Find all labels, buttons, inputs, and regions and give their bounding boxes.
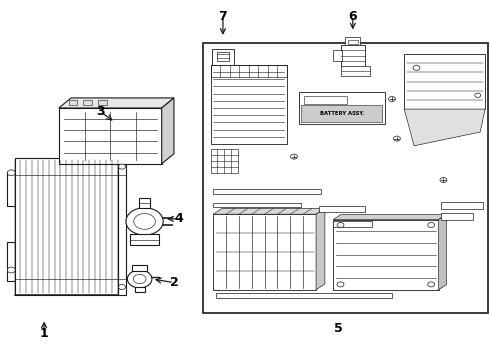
Polygon shape [333,215,446,220]
Text: 4: 4 [174,212,183,225]
Text: 3: 3 [96,105,105,118]
Bar [345,37,360,45]
Circle shape [126,208,163,235]
Bar [213,189,321,194]
Bar [301,104,382,122]
Circle shape [7,170,15,176]
Bar [240,215,309,220]
Bar [7,243,15,281]
Bar [341,45,365,67]
Bar [404,54,485,109]
Text: 7: 7 [219,10,227,23]
Bar [341,66,370,76]
Circle shape [393,136,400,141]
Bar [318,206,365,212]
Bar [7,172,15,206]
Bar [299,92,385,124]
Polygon shape [213,208,325,214]
Circle shape [413,65,420,70]
Text: 6: 6 [348,10,357,23]
Bar [132,265,147,271]
Bar [69,100,77,105]
Bar [15,158,118,295]
Bar [217,52,229,61]
Bar [213,214,316,290]
Circle shape [337,282,344,287]
Text: 1: 1 [40,327,49,340]
Bar [213,203,301,207]
Circle shape [440,177,447,183]
Text: BATTERY ASSY.: BATTERY ASSY. [319,111,364,116]
Circle shape [428,282,435,287]
Circle shape [291,154,297,159]
Circle shape [475,93,481,98]
Polygon shape [59,98,174,108]
Bar [83,100,92,105]
Bar [441,202,483,209]
Bar [216,293,392,298]
Bar [130,234,159,245]
Bar [333,50,342,61]
Circle shape [389,96,395,102]
Bar [203,43,488,313]
Bar [139,198,150,208]
Bar [212,49,234,65]
Bar [333,220,439,290]
Circle shape [337,222,344,228]
Bar [211,65,287,144]
Text: 2: 2 [170,276,178,289]
Bar [135,287,145,292]
Polygon shape [316,208,325,290]
Circle shape [119,164,125,169]
Polygon shape [404,109,485,146]
Circle shape [127,270,152,288]
Bar [211,149,238,173]
Bar [304,96,346,104]
Bar [333,221,372,227]
Bar [98,100,107,105]
Text: 5: 5 [334,322,343,335]
Polygon shape [162,98,174,164]
Polygon shape [439,215,446,290]
Circle shape [119,284,125,289]
Bar [348,40,358,44]
Circle shape [428,222,435,228]
Bar [118,158,126,295]
Bar [441,213,473,220]
Bar [211,65,287,77]
Polygon shape [59,108,162,164]
Circle shape [7,267,15,273]
